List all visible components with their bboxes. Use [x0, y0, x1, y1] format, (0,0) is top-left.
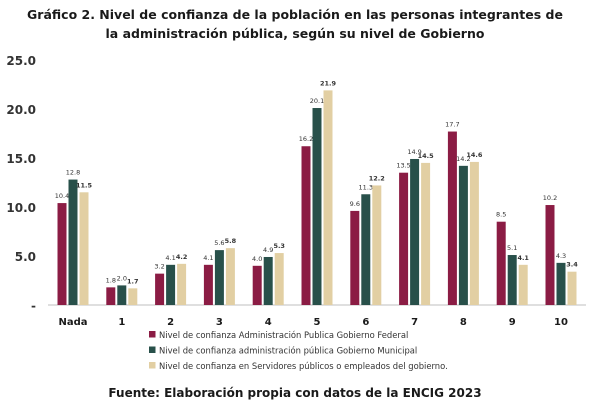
y-tick-label: 5.0 — [15, 250, 36, 264]
legend-swatch — [149, 346, 156, 353]
legend-label: Nivel de confianza administración públic… — [159, 346, 417, 356]
data-label: 4.2 — [176, 253, 188, 261]
data-label: 14.5 — [418, 152, 435, 160]
bar — [57, 203, 67, 305]
bar — [79, 192, 89, 305]
bar — [128, 288, 138, 305]
data-label: 5.8 — [225, 237, 237, 245]
legend-label: Nivel de confianza Administración Public… — [159, 330, 408, 340]
legend-swatch — [149, 331, 156, 338]
y-tick-label: 10.0 — [6, 201, 36, 215]
x-tick-label: 2 — [167, 317, 174, 328]
bar — [263, 256, 273, 305]
bar — [350, 210, 360, 305]
data-label: 10.2 — [543, 194, 557, 202]
bar — [361, 194, 371, 305]
source-note: Fuente: Elaboración propia con datos de … — [108, 386, 482, 400]
data-label: 13.5 — [396, 162, 410, 170]
x-tick-label: Nada — [58, 317, 87, 328]
data-label: 16.2 — [299, 135, 313, 143]
data-label: 12.2 — [369, 174, 385, 182]
x-tick-label: 9 — [509, 317, 516, 328]
data-label: 1.7 — [127, 277, 139, 285]
data-label: 4.3 — [556, 252, 566, 260]
bar — [496, 221, 506, 305]
bar — [166, 264, 176, 305]
bar — [469, 161, 479, 305]
bar — [372, 185, 382, 305]
bar — [458, 165, 468, 305]
chart-title-line-2: la administración pública, según su nive… — [105, 26, 485, 41]
bar — [399, 172, 409, 305]
data-label: 5.1 — [507, 244, 517, 252]
bar — [518, 264, 528, 305]
bar — [507, 255, 517, 305]
bar — [323, 90, 333, 305]
bar — [214, 250, 224, 305]
legend-label: Nivel de confianza en Servidores público… — [159, 361, 448, 371]
y-tick-label: 25.0 — [6, 54, 36, 68]
bar — [567, 271, 577, 305]
chart-title-line-1: Gráfico 2. Nivel de confianza de la pobl… — [27, 7, 563, 22]
x-tick-label: 10 — [554, 317, 568, 328]
bar — [252, 265, 262, 305]
data-label: 5.6 — [214, 239, 224, 247]
data-label: 5.3 — [273, 242, 285, 250]
y-tick-label: - — [31, 299, 36, 313]
bar — [225, 248, 235, 305]
data-label: 14.6 — [466, 151, 483, 159]
bar — [545, 205, 555, 305]
data-label: 8.5 — [496, 211, 506, 219]
bar — [68, 179, 78, 305]
x-tick-label: 7 — [411, 317, 418, 328]
bar — [421, 162, 431, 305]
data-label: 11.3 — [359, 183, 373, 191]
bar — [556, 262, 566, 305]
y-tick-label: 15.0 — [6, 152, 36, 166]
y-tick-label: 20.0 — [6, 103, 36, 117]
data-label: 12.8 — [66, 169, 80, 177]
data-label: 14.9 — [407, 148, 421, 156]
bar — [274, 253, 284, 305]
x-tick-label: 6 — [362, 317, 369, 328]
x-tick-label: 5 — [314, 317, 321, 328]
chart-title: Gráfico 2. Nivel de confianza de la pobl… — [0, 5, 590, 43]
x-tick-label: 3 — [216, 317, 223, 328]
data-label: 17.7 — [445, 121, 459, 129]
data-label: 1.8 — [106, 276, 116, 284]
bar — [117, 285, 127, 305]
bar — [447, 131, 457, 305]
data-label: 14.2 — [456, 155, 470, 163]
x-tick-label: 4 — [265, 317, 272, 328]
data-label: 9.6 — [350, 200, 360, 208]
legend-swatch — [149, 362, 156, 369]
bar — [203, 264, 213, 305]
data-label: 4.9 — [263, 246, 273, 254]
data-label: 4.1 — [517, 254, 529, 262]
bar — [312, 108, 322, 306]
x-tick-label: 8 — [460, 317, 467, 328]
data-label: 10.4 — [55, 192, 69, 200]
data-label: 3.2 — [154, 263, 164, 271]
bar — [177, 263, 187, 305]
x-tick-label: 1 — [118, 317, 125, 328]
data-label: 4.1 — [165, 254, 175, 262]
data-label: 11.5 — [76, 181, 93, 189]
data-label: 20.1 — [310, 97, 324, 105]
bar — [106, 287, 116, 305]
data-label: 4.1 — [203, 254, 213, 262]
data-label: 2.0 — [117, 274, 127, 282]
bar — [155, 273, 165, 305]
data-label: 21.9 — [320, 79, 337, 87]
data-label: 4.0 — [252, 255, 262, 263]
bar — [301, 146, 311, 305]
data-label: 3.4 — [566, 261, 578, 269]
bar — [410, 158, 420, 305]
